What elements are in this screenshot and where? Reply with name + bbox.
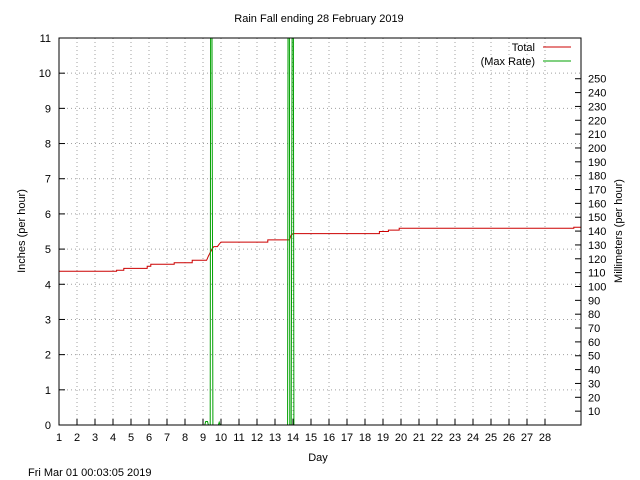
- y-tick-label: 9: [45, 103, 51, 115]
- y2-tick-label: 190: [588, 157, 606, 169]
- y2-tick-label: 250: [588, 74, 606, 86]
- y2-tick-label: 120: [588, 254, 606, 266]
- x-axis-label: Day: [308, 452, 328, 464]
- x-tick-label: 10: [215, 432, 227, 444]
- y-tick-label: 7: [45, 174, 51, 186]
- y-tick-label: 2: [45, 350, 51, 362]
- x-tick-label: 16: [323, 432, 335, 444]
- y2-tick-label: 20: [588, 392, 600, 404]
- y2-tick-label: 60: [588, 337, 600, 349]
- y-tick-label: 5: [45, 244, 51, 256]
- x-tick-label: 11: [233, 432, 244, 444]
- y-tick-label: 11: [40, 33, 51, 45]
- x-tick-label: 22: [431, 432, 443, 444]
- y2-tick-label: 10: [588, 406, 600, 418]
- x-tick-label: 28: [539, 432, 551, 444]
- y2-tick-label: 110: [588, 268, 606, 280]
- x-tick-label: 1: [56, 432, 62, 444]
- y2-tick-label: 130: [588, 240, 606, 252]
- x-tick-label: 27: [521, 432, 533, 444]
- y-tick-label: 4: [45, 279, 51, 291]
- grid-layer: [59, 38, 581, 425]
- y2-tick-label: 50: [588, 351, 600, 363]
- footer-timestamp: Fri Mar 01 00:03:05 2019: [28, 467, 152, 479]
- series-layer: [59, 37, 581, 426]
- series-line-max-rate: [204, 37, 295, 426]
- y2-tick-label: 180: [588, 171, 606, 183]
- x-tick-label: 2: [74, 432, 80, 444]
- y2-axis-label: Millimeters (per hour): [613, 179, 625, 283]
- y-axis-label: Inches (per hour): [16, 189, 28, 273]
- x-tick-label: 26: [503, 432, 515, 444]
- y-tick-label: 1: [45, 385, 51, 397]
- x-tick-label: 4: [110, 432, 116, 444]
- y2-tick-label: 140: [588, 226, 606, 238]
- y2-tick-label: 70: [588, 323, 600, 335]
- x-tick-label: 9: [200, 432, 206, 444]
- y2-tick-label: 160: [588, 198, 606, 210]
- y2-tick-label: 170: [588, 185, 606, 197]
- x-tick-label: 24: [467, 432, 479, 444]
- series-line-total: [59, 226, 581, 272]
- y2-tick-label: 200: [588, 143, 606, 155]
- chart-title: Rain Fall ending 28 February 2019: [234, 13, 403, 25]
- x-tick-label: 14: [287, 432, 299, 444]
- x-tick-label: 5: [128, 432, 134, 444]
- y-tick-label: 8: [45, 139, 51, 151]
- y2-tick-label: 80: [588, 309, 600, 321]
- x-tick-label: 3: [92, 432, 98, 444]
- y2-tick-label: 220: [588, 115, 606, 127]
- y2-tick-label: 30: [588, 378, 600, 390]
- y2-tick-label: 100: [588, 281, 606, 293]
- y-tick-label: 6: [45, 209, 51, 221]
- x-tick-label: 7: [164, 432, 170, 444]
- x-tick-label: 20: [395, 432, 407, 444]
- y2-tick-label: 210: [588, 129, 606, 141]
- plot-frame: [58, 37, 582, 426]
- y2-tick-label: 240: [588, 88, 606, 100]
- legend-max-rate-label: (Max Rate): [481, 56, 535, 68]
- x-tick-label: 15: [305, 432, 317, 444]
- x-tick-label: 18: [359, 432, 371, 444]
- y2-tick-label: 150: [588, 212, 606, 224]
- x-tick-label: 12: [251, 432, 263, 444]
- y-tick-label: 0: [45, 420, 51, 432]
- y-tick-label: 3: [45, 314, 51, 326]
- x-tick-label: 6: [146, 432, 152, 444]
- y-tick-label: 10: [39, 68, 51, 80]
- x-tick-label: 17: [341, 432, 353, 444]
- legend: Total (Max Rate): [481, 42, 571, 68]
- legend-total-label: Total: [512, 42, 535, 54]
- y2-tick-label: 40: [588, 365, 600, 377]
- x-tick-label: 19: [377, 432, 389, 444]
- x-tick-label: 25: [485, 432, 497, 444]
- x-tick-label: 21: [413, 432, 425, 444]
- x-tick-label: 23: [449, 432, 461, 444]
- y2-tick-label: 90: [588, 295, 600, 307]
- y2-tick-label: 230: [588, 101, 606, 113]
- x-tick-label: 8: [182, 432, 188, 444]
- x-tick-label: 13: [269, 432, 281, 444]
